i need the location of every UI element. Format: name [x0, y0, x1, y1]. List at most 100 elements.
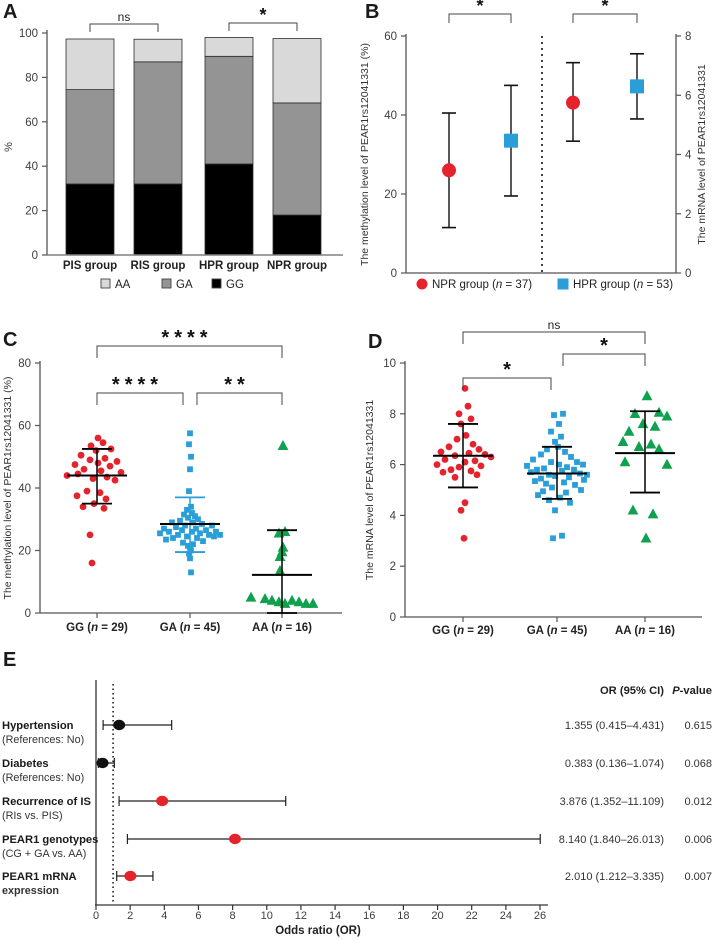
svg-text:100: 100: [19, 28, 38, 40]
svg-text:0.068: 0.068: [684, 758, 712, 770]
svg-text:6: 6: [390, 460, 396, 472]
svg-text:Diabetes: Diabetes: [2, 758, 49, 770]
panel-d-chart: 0 2 4 6 8 10 The mRNA level of PEAR1rs12041331…: [364, 320, 702, 637]
svg-text:0: 0: [25, 608, 31, 620]
legend: AA GA GG: [100, 278, 244, 291]
svg-text:10: 10: [261, 910, 273, 922]
svg-text:60: 60: [25, 117, 38, 129]
svg-text:2: 2: [127, 910, 133, 922]
svg-text:GG (n = 29): GG (n = 29): [66, 622, 128, 634]
panel-a-chart: PIS group RIS group HPR group NPR group 0 20 4…: [3, 5, 343, 291]
svg-text:(References: No): (References: No): [2, 734, 84, 746]
svg-text:PIS group: PIS group: [63, 260, 117, 272]
svg-text:8.140 (1.840–26.013): 8.140 (1.840–26.013): [559, 834, 664, 846]
legend: NPR group (n = 37) HPR group (n = 53): [416, 278, 673, 291]
svg-text:GG: GG: [226, 279, 244, 291]
svg-text:GG (n = 29): GG (n = 29): [432, 625, 494, 637]
svg-text:*: *: [600, 335, 608, 357]
svg-text:*: *: [503, 359, 511, 381]
svg-text:HPR group: HPR group: [199, 260, 259, 272]
svg-text:expression: expression: [2, 885, 59, 897]
points-group: [63, 434, 125, 567]
svg-text:22: 22: [466, 910, 478, 922]
svg-text:40: 40: [18, 483, 31, 495]
svg-text:1.355 (0.415–4.431): 1.355 (0.415–4.431): [565, 720, 664, 732]
svg-text:4: 4: [161, 910, 167, 922]
points-group: [524, 410, 590, 542]
svg-text:ns: ns: [548, 320, 561, 332]
svg-text:Recurrence of IS: Recurrence of IS: [2, 796, 91, 808]
svg-text:HPR group (n = 53): HPR group (n = 53): [573, 279, 673, 291]
svg-text:20: 20: [25, 206, 38, 218]
svg-text:AA: AA: [115, 279, 131, 291]
svg-text:(CG + GA vs. AA): (CG + GA vs. AA): [2, 848, 86, 860]
svg-text:10: 10: [383, 358, 396, 370]
svg-text:(References: No): (References: No): [2, 772, 84, 784]
svg-text:The methylation level of PEAR1: The methylation level of PEAR1rs12041331…: [359, 43, 371, 266]
svg-text:NPR group (n = 37): NPR group (n = 37): [432, 279, 532, 291]
panel-c-chart: 0 20 40 60 80 The methylation level of PEAR1r…: [2, 327, 342, 634]
svg-text:P-value: P-value: [672, 685, 712, 697]
svg-text:8: 8: [390, 409, 396, 421]
panel-d-label: D: [368, 331, 383, 353]
svg-text:AA (n = 16): AA (n = 16): [252, 622, 312, 634]
svg-text:2: 2: [685, 209, 691, 221]
svg-text:GA (n = 45): GA (n = 45): [527, 625, 588, 637]
svg-text:The mRNA level of PEAR1rs12041: The mRNA level of PEAR1rs12041331: [364, 400, 376, 581]
svg-text:0.615: 0.615: [684, 720, 712, 732]
svg-text:8: 8: [230, 910, 236, 922]
svg-text:GA: GA: [176, 279, 193, 291]
svg-text:20: 20: [431, 910, 443, 922]
svg-text:****: ****: [112, 374, 163, 396]
svg-text:2.010 (1.212–3.335): 2.010 (1.212–3.335): [565, 871, 664, 883]
bars-group: [65, 37, 322, 256]
svg-text:*: *: [259, 5, 266, 25]
svg-text:0: 0: [685, 268, 691, 280]
svg-text:2: 2: [390, 561, 396, 573]
svg-text:40: 40: [25, 161, 38, 173]
panel-c-label: C: [3, 329, 18, 351]
svg-text:*: *: [601, 0, 608, 16]
svg-text:60: 60: [18, 421, 31, 433]
svg-text:OR (95% CI): OR (95% CI): [600, 685, 664, 697]
svg-text:The mRNA level of PEAR1rs12041: The mRNA level of PEAR1rs12041331: [696, 64, 708, 245]
svg-text:Hypertension: Hypertension: [2, 720, 74, 732]
svg-text:*: *: [476, 0, 483, 16]
panel-b-label: B: [365, 1, 380, 23]
svg-text:0: 0: [93, 910, 99, 922]
svg-text:24: 24: [500, 910, 512, 922]
panel-e: E 0 2 4 6 8 10 12 14 16 18 20 22 24 26 Odds ratio (OR)…: [0, 642, 714, 940]
svg-text:0: 0: [32, 250, 38, 262]
points-group: [433, 385, 495, 542]
svg-text:The methylation level of PEAR1: The methylation level of PEAR1rs12041331…: [2, 377, 14, 600]
svg-text:0: 0: [391, 268, 397, 280]
svg-text:PEAR1 genotypes: PEAR1 genotypes: [2, 834, 98, 846]
svg-text:18: 18: [397, 910, 409, 922]
panel-e-label: E: [3, 649, 17, 671]
svg-text:60: 60: [384, 31, 397, 43]
svg-text:26: 26: [534, 910, 546, 922]
svg-text:80: 80: [25, 72, 38, 84]
svg-text:RIS group: RIS group: [131, 260, 186, 272]
svg-text:PEAR1 mRNA: PEAR1 mRNA: [2, 871, 77, 883]
panel-b: B 0 20 40 60 0 2 4 6 8 * * The methylation level of…: [357, 0, 714, 320]
svg-text:0.012: 0.012: [684, 796, 712, 808]
svg-text:(RIs vs. PIS): (RIs vs. PIS): [2, 810, 63, 822]
svg-text:ns: ns: [118, 10, 131, 24]
svg-text:4: 4: [390, 510, 397, 522]
svg-text:8: 8: [685, 31, 691, 43]
svg-text:**: **: [224, 374, 250, 396]
svg-text:40: 40: [384, 110, 397, 122]
svg-text:0: 0: [390, 612, 396, 624]
svg-text:16: 16: [363, 910, 375, 922]
panel-b-chart: 0 20 40 60 0 2 4 6 8 * * The methylation level of P…: [359, 0, 708, 291]
svg-text:0.007: 0.007: [684, 871, 712, 883]
svg-text:AA (n = 16): AA (n = 16): [615, 625, 675, 637]
svg-text:GA (n = 45): GA (n = 45): [160, 622, 221, 634]
panel-c: C 0 20 40 60 80 The methylation level of PEAR…: [0, 320, 357, 642]
svg-text:NPR group: NPR group: [267, 260, 327, 272]
svg-text:3.876 (1.352–11.109): 3.876 (1.352–11.109): [560, 796, 664, 808]
panel-d: D 0 2 4 6 8 10 The mRNA level of PEAR1rs120413…: [357, 320, 714, 642]
